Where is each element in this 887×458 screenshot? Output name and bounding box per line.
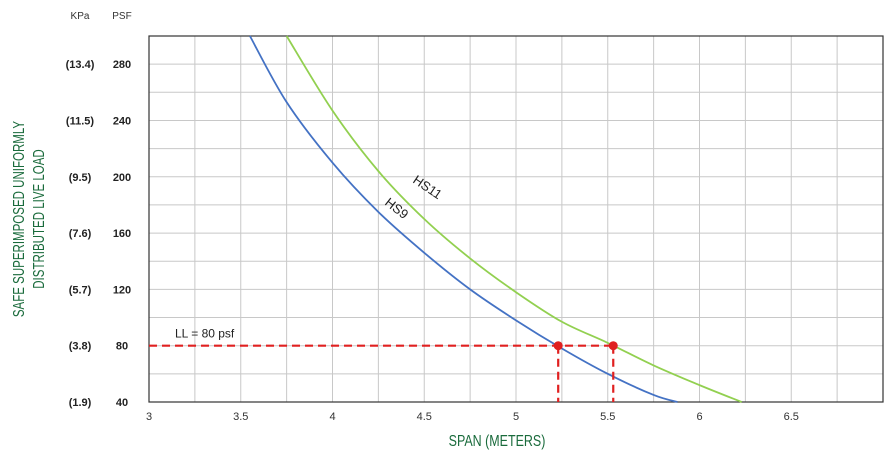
grid-lines — [148, 35, 884, 403]
x-tick-label: 4.5 — [417, 411, 432, 423]
y-tick-label-psf: 280 — [113, 59, 131, 71]
kpa-header: KPa — [71, 11, 90, 22]
y-tick-label-kpa: (3.8) — [69, 341, 92, 353]
ll-intersection-point — [553, 341, 563, 351]
x-tick-label: 3.5 — [233, 411, 248, 423]
annotation-group: LL = 80 psf — [149, 327, 618, 402]
y-tick-label-kpa: (11.5) — [66, 115, 94, 127]
x-tick-label: 3 — [146, 411, 152, 423]
y-tick-label-kpa: (7.6) — [69, 228, 92, 240]
x-tick-label: 5.5 — [600, 411, 615, 423]
y-tick-label-kpa: (1.9) — [69, 397, 92, 409]
x-tick-label: 6 — [696, 411, 702, 423]
series-line-hs9 — [249, 35, 678, 403]
y-tick-label-psf: 120 — [113, 284, 131, 296]
series-label-hs9: HS9 — [382, 195, 411, 222]
x-axis-title: SPAN (METERS) — [449, 433, 546, 451]
x-tick-label: 4 — [329, 411, 335, 423]
y-tick-label-kpa: (9.5) — [69, 172, 92, 184]
y-axis-title-line1: SAFE SUPERIMPOSED UNIFORMLY — [9, 121, 27, 317]
x-tick-label: 5 — [513, 411, 519, 423]
y-axis-title-line2: DISTRIBUTED LIVE LOAD — [29, 149, 47, 289]
psf-header: PSF — [112, 11, 131, 22]
y-tick-label-psf: 160 — [113, 228, 131, 240]
ll-intersection-point — [608, 341, 618, 351]
y-tick-label-psf: 240 — [113, 115, 131, 127]
ll-annotation-label: LL = 80 psf — [175, 327, 235, 341]
y-tick-label-psf: 200 — [113, 172, 131, 184]
y-tick-label-kpa: (13.4) — [66, 59, 95, 71]
y-tick-label-kpa: (5.7) — [69, 284, 92, 296]
tick-labels: 3 3.5 4 4.5 5 5.5 6 6.5 280 (13.4) 240 (11.5) 200 (9.… — [66, 59, 799, 423]
x-tick-label: 6.5 — [784, 411, 799, 423]
y-tick-label-psf: 80 — [116, 341, 128, 353]
plot-frame — [148, 35, 884, 403]
y-tick-label-psf: 40 — [116, 397, 128, 409]
series-line-hs11 — [285, 35, 743, 403]
